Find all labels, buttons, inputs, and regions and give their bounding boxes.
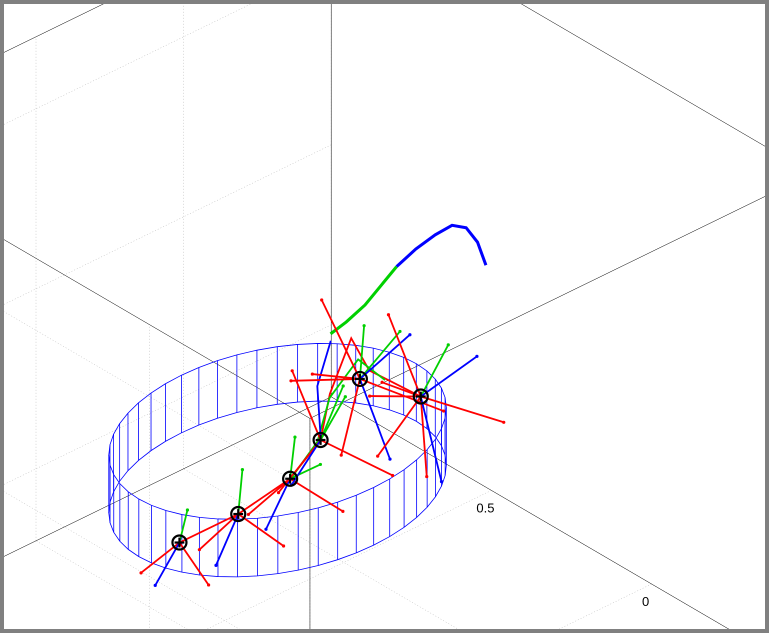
- trajectory-arc: [331, 225, 486, 334]
- plot-3d: -0.500.51-0.500.5-0.500.5: [4, 4, 765, 629]
- grid: [4, 4, 765, 629]
- axis-box: [4, 4, 765, 629]
- svg-text:0: 0: [642, 594, 649, 609]
- svg-text:0.5: 0.5: [476, 500, 494, 515]
- body-frames: [139, 298, 505, 587]
